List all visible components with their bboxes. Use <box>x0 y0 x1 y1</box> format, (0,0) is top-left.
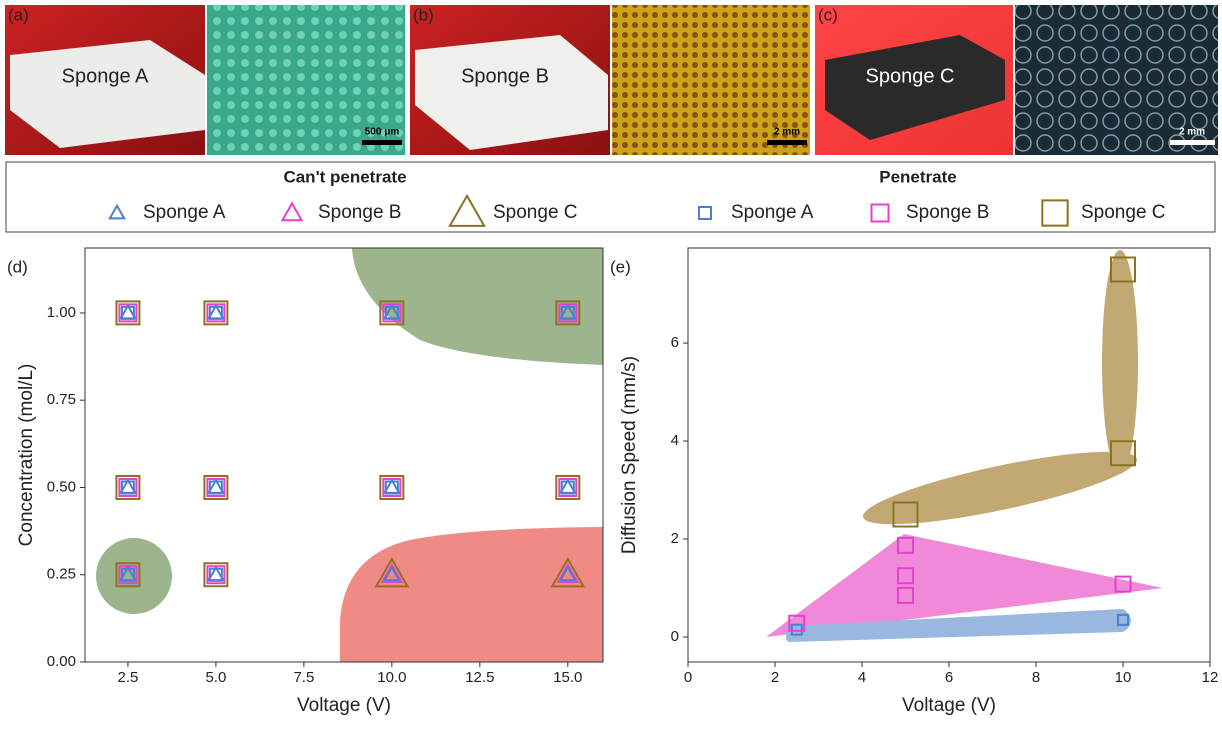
x-tick-label: 5.0 <box>205 669 226 686</box>
legend-marker <box>450 196 484 226</box>
y-tick-label: 0 <box>671 628 679 645</box>
y-tick-label: 0.25 <box>47 566 76 583</box>
x-tick-label: 10 <box>1115 669 1132 686</box>
x-tick-label: 0 <box>684 669 692 686</box>
scale-label: 2 mm <box>774 127 800 138</box>
photo-label: Sponge C <box>866 65 955 87</box>
scale-bar <box>767 140 807 145</box>
scale-label: 500 μm <box>365 127 400 138</box>
scale-bar <box>362 140 402 145</box>
x-axis-title: Voltage (V) <box>297 695 391 716</box>
page: (a) (b) (c) Sponge A Sponge B Sponge C 5… <box>0 0 1222 731</box>
scale-label: 2 mm <box>1179 127 1205 138</box>
x-tick-label: 8 <box>1032 669 1040 686</box>
legend-label: Sponge C <box>493 202 578 223</box>
y-axis-title: Diffusion Speed (mm/s) <box>619 356 640 554</box>
x-axis-title: Voltage (V) <box>902 695 996 716</box>
legend-marker <box>110 206 124 219</box>
x-tick-label: 4 <box>858 669 866 686</box>
legend-marker <box>872 205 889 222</box>
x-tick-label: 2 <box>771 669 779 686</box>
x-tick-label: 2.5 <box>118 669 139 686</box>
region <box>340 527 603 662</box>
legend-label: Sponge B <box>318 202 401 223</box>
x-tick-label: 10.0 <box>377 669 406 686</box>
legend-label: Sponge A <box>143 202 226 223</box>
scale-bar <box>1170 140 1215 145</box>
legend-label: Sponge C <box>1081 202 1166 223</box>
x-tick-label: 15.0 <box>553 669 582 686</box>
panel-label: (b) <box>413 5 434 24</box>
region <box>858 437 1141 538</box>
legend-title: Penetrate <box>879 167 956 186</box>
legend-marker <box>1042 200 1067 225</box>
x-tick-label: 6 <box>945 669 953 686</box>
legend-label: Sponge B <box>906 202 989 223</box>
y-tick-label: 0.50 <box>47 478 76 495</box>
x-tick-label: 12.5 <box>465 669 494 686</box>
y-tick-label: 4 <box>671 432 679 449</box>
panel-label: (e) <box>610 257 631 276</box>
panel-label: (a) <box>8 5 29 24</box>
photo-label: Sponge A <box>62 65 149 87</box>
legend-label: Sponge A <box>731 202 814 223</box>
y-tick-label: 1.00 <box>47 304 76 321</box>
y-tick-label: 6 <box>671 334 679 351</box>
y-tick-label: 0.00 <box>47 653 76 670</box>
legend-title: Can't penetrate <box>283 167 406 186</box>
y-tick-label: 2 <box>671 530 679 547</box>
y-axis-title: Concentration (mol/L) <box>16 364 37 547</box>
photo-label: Sponge B <box>461 65 549 87</box>
panel-label: (c) <box>818 5 838 24</box>
legend-marker <box>699 207 711 219</box>
x-tick-label: 12 <box>1202 669 1219 686</box>
figure: (a) (b) (c) Sponge A Sponge B Sponge C 5… <box>0 0 1222 731</box>
panel-label: (d) <box>7 257 28 276</box>
x-tick-label: 7.5 <box>293 669 314 686</box>
legend-marker <box>282 203 301 220</box>
y-tick-label: 0.75 <box>47 391 76 408</box>
photos: (a) (b) (c) Sponge A Sponge B Sponge C 5… <box>5 5 1218 155</box>
